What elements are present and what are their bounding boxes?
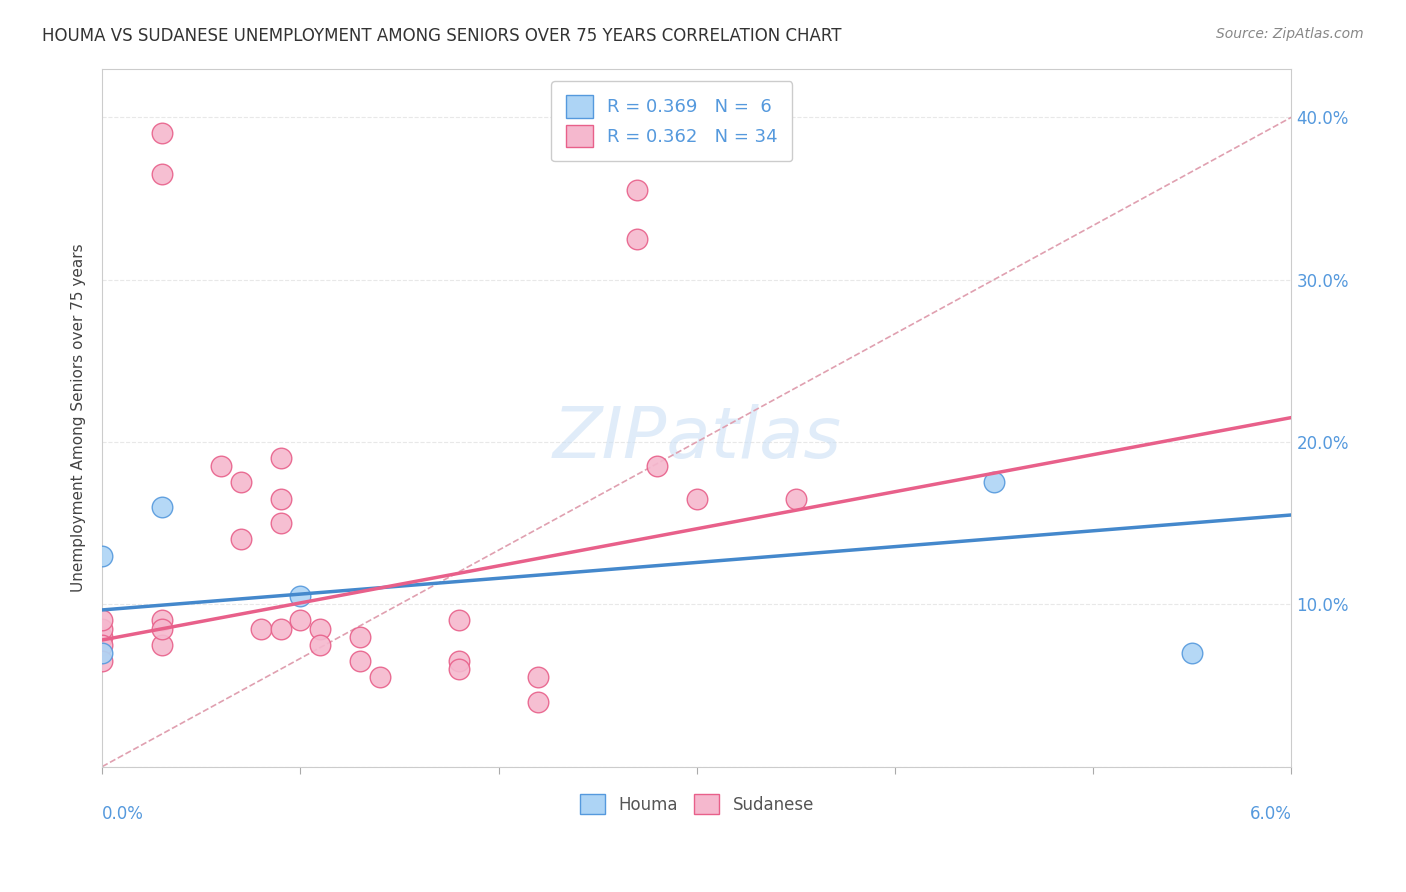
Point xyxy=(447,654,470,668)
Point xyxy=(91,646,114,660)
Point xyxy=(270,491,292,506)
Point xyxy=(447,614,470,628)
Point xyxy=(209,459,232,474)
Point xyxy=(91,614,114,628)
Point xyxy=(229,533,252,547)
Point xyxy=(249,622,271,636)
Point xyxy=(527,695,550,709)
Point xyxy=(983,475,1005,490)
Point xyxy=(91,549,114,563)
Point xyxy=(150,638,173,652)
Point xyxy=(150,622,173,636)
Text: 6.0%: 6.0% xyxy=(1250,805,1292,823)
Point xyxy=(150,127,173,141)
Point xyxy=(150,614,173,628)
Point xyxy=(290,614,312,628)
Text: ZIPatlas: ZIPatlas xyxy=(553,404,841,473)
Point xyxy=(270,451,292,466)
Point xyxy=(290,589,312,603)
Point xyxy=(686,491,709,506)
Text: HOUMA VS SUDANESE UNEMPLOYMENT AMONG SENIORS OVER 75 YEARS CORRELATION CHART: HOUMA VS SUDANESE UNEMPLOYMENT AMONG SEN… xyxy=(42,27,842,45)
Legend: Houma, Sudanese: Houma, Sudanese xyxy=(574,788,821,821)
Point xyxy=(626,232,648,246)
Point xyxy=(1181,646,1204,660)
Point xyxy=(447,662,470,676)
Text: 0.0%: 0.0% xyxy=(103,805,143,823)
Point xyxy=(229,475,252,490)
Y-axis label: Unemployment Among Seniors over 75 years: Unemployment Among Seniors over 75 years xyxy=(72,244,86,592)
Point xyxy=(785,491,807,506)
Point xyxy=(645,459,668,474)
Point xyxy=(368,670,391,684)
Point xyxy=(91,630,114,644)
Point xyxy=(349,654,371,668)
Point xyxy=(527,670,550,684)
Point xyxy=(309,638,332,652)
Point xyxy=(91,654,114,668)
Point xyxy=(626,183,648,197)
Point xyxy=(270,516,292,530)
Point xyxy=(309,622,332,636)
Point xyxy=(91,622,114,636)
Point xyxy=(91,638,114,652)
Point xyxy=(349,630,371,644)
Point xyxy=(270,622,292,636)
Point xyxy=(150,500,173,514)
Point xyxy=(150,167,173,181)
Text: Source: ZipAtlas.com: Source: ZipAtlas.com xyxy=(1216,27,1364,41)
